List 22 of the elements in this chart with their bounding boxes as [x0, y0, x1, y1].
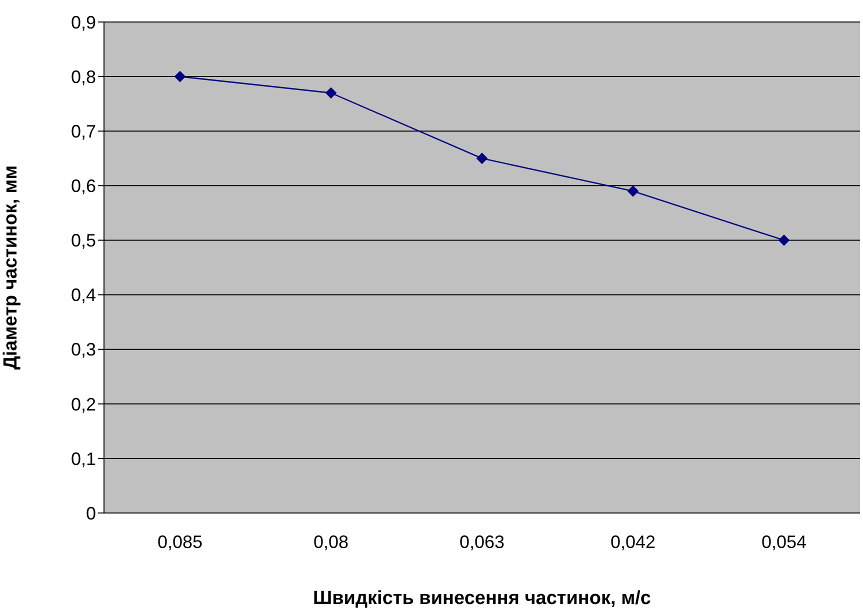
point [326, 87, 336, 98]
x-tick-label: 0,085 [157, 532, 203, 552]
y-tick-label: 0,5 [70, 230, 96, 251]
y-tick-label: 0,7 [70, 122, 96, 142]
x-tick-label: 0,054 [761, 532, 807, 552]
x-tick-label: 0,063 [459, 532, 505, 552]
x-tick-label: 0,08 [313, 532, 349, 552]
x-axis-title: Швидкість винесення частинок, м/с [313, 588, 652, 608]
point [476, 152, 488, 164]
point [778, 234, 790, 246]
y-tick-label: 0,3 [70, 340, 96, 360]
x-tick-label: 0,042 [610, 532, 656, 552]
y-tick-label: 0 [86, 503, 96, 524]
point [174, 71, 186, 82]
y-tick-label: 0,4 [70, 285, 96, 306]
y-tick-label: 0,1 [70, 448, 96, 469]
point [628, 186, 638, 197]
y-axis-title: Діаметр частинок, мм [0, 165, 22, 370]
y-tick-label: 0,2 [70, 394, 96, 414]
y-tick-label: 0,8 [70, 66, 96, 87]
y-tick-label: 0,6 [70, 176, 96, 196]
y-tick-label: 0,9 [70, 12, 96, 32]
